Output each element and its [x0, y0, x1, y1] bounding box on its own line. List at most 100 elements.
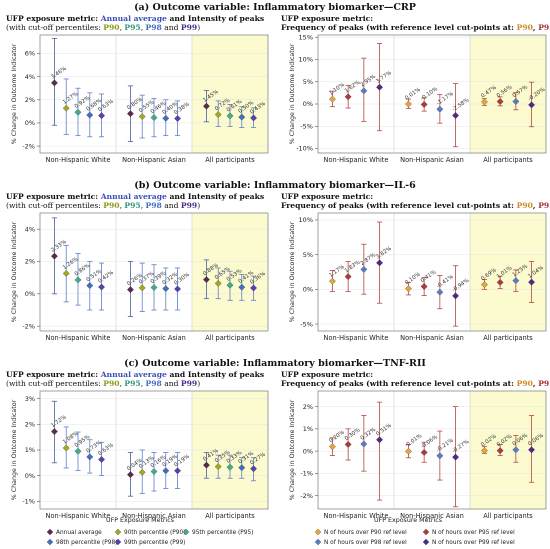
left-header-line2-part: and — [162, 201, 181, 210]
left-header-line1: UFP exposure metric: Annual average and … — [6, 192, 264, 201]
marker-99th-percentile-p99- — [98, 456, 105, 463]
marker-95th-percentile-p95- — [150, 114, 158, 122]
left-header-line1: UFP exposure metric: Annual average and … — [6, 370, 264, 379]
left-header-line2-part: , — [120, 379, 125, 388]
y-tick-label: 4% — [25, 73, 35, 81]
marker-annual-average — [127, 471, 134, 479]
marker-90th-percentile-p90- — [138, 113, 146, 120]
left-header-line2-part: P99 — [181, 23, 197, 32]
left-header-line1-part: Annual average — [100, 370, 167, 379]
section-title: (a) Outcome variable: Inflammatory bioma… — [134, 2, 416, 13]
legend-marker — [46, 528, 54, 536]
left-header-line2-part: P95 — [124, 23, 140, 32]
marker-95th-percentile-p95- — [150, 284, 158, 291]
marker-98th-percentile-p98- — [86, 111, 94, 119]
category-label: Non-Hispanic White — [46, 334, 111, 342]
plot-b-right: -5% 0% 5% 10%% Change in Outcome Indicator N… — [289, 212, 547, 342]
marker-n-of-hours-over-p95-ref-level — [420, 101, 428, 108]
shaded-region — [192, 35, 268, 153]
category-label: Non-Hispanic Asian — [122, 512, 186, 520]
marker-n-of-hours-over-p90-ref-level — [329, 277, 336, 285]
y-tick-label: 1% — [303, 425, 313, 433]
legend-marker — [114, 538, 122, 546]
marker-90th-percentile-p90- — [214, 111, 222, 119]
left-header-line2-part: , — [120, 201, 125, 210]
marker-n-of-hours-over-p90-ref-level — [329, 443, 336, 451]
marker-n-of-hours-over-p90-ref-level — [329, 95, 336, 103]
data-label: 3.82% — [375, 246, 392, 261]
marker-annual-average — [51, 428, 58, 435]
marker-95th-percentile-p95- — [74, 276, 82, 284]
left-header-line2-part: , — [141, 201, 146, 210]
marker-annual-average — [203, 102, 210, 110]
category-label: Non-Hispanic Asian — [122, 156, 186, 164]
data-label: -2.58% — [451, 97, 470, 113]
y-tick-label: 10% — [299, 56, 313, 64]
y-tick-label: 2% — [25, 96, 35, 104]
category-label: Non-Hispanic Asian — [400, 512, 464, 520]
marker-annual-average — [127, 286, 134, 294]
right-header-line1: UFP exposure metric: — [281, 14, 373, 23]
marker-98th-percentile-p98- — [238, 283, 246, 291]
legend-title: UFP Exposure Metrics — [374, 517, 442, 524]
left-header-line2-part: and — [162, 23, 181, 32]
left-header-line1: UFP exposure metric: Annual average and … — [6, 14, 264, 23]
data-label: 2.95% — [360, 74, 377, 89]
right-header-line2-part: , — [533, 379, 538, 388]
left-header-line2-part: P98 — [146, 23, 162, 32]
category-label: Non-Hispanic White — [324, 156, 389, 164]
marker-n-of-hours-over-p98-ref-level — [360, 266, 368, 273]
plot-frame — [39, 34, 269, 154]
right-header-line2: Frequency of peaks (with reference level… — [281, 23, 550, 32]
right-header-line2-part: Frequency of peaks (with reference level… — [281, 23, 517, 32]
marker-n-of-hours-over-p99-ref-level — [376, 436, 383, 444]
marker-annual-average — [51, 252, 58, 260]
legend-label: 99th percentile (P99) — [124, 540, 185, 546]
right-header-line2: Frequency of peaks (with reference level… — [281, 201, 550, 210]
y-tick-label: 2% — [25, 421, 35, 429]
category-label: Non-Hispanic Asian — [400, 334, 464, 342]
y-tick-label: 2% — [25, 258, 35, 266]
y-tick-label: 10% — [299, 216, 313, 224]
marker-n-of-hours-over-p99-ref-level — [528, 101, 535, 109]
left-header-line2-part: P90 — [103, 23, 119, 32]
y-tick-label: -5% — [300, 320, 313, 328]
plot-a-right: -10% -5% 0% 5% 10% 15%% Change in Outcome Ind… — [289, 33, 547, 164]
right-header-line1-part: UFP exposure metric: — [281, 14, 373, 23]
right-header-line2-part: P90 — [517, 23, 533, 32]
marker-98th-percentile-p98- — [238, 464, 246, 472]
left-header-line2-part: , — [141, 379, 146, 388]
marker-n-of-hours-over-p90-ref-level — [481, 98, 488, 106]
y-tick-label: 4% — [25, 225, 35, 233]
marker-95th-percentile-p95- — [226, 463, 234, 471]
data-label: 3.77% — [375, 70, 392, 85]
data-label: 1.26% — [62, 256, 79, 271]
y-axis-label: % Change in Outcome Indicator — [289, 221, 296, 322]
marker-90th-percentile-p90- — [62, 104, 70, 112]
section-title: (c) Outcome variable: Inflammatory bioma… — [124, 358, 426, 369]
y-tick-label: -2% — [300, 492, 313, 500]
plot-frame — [317, 390, 547, 510]
marker-n-of-hours-over-p99-ref-level — [452, 453, 459, 461]
y-tick-label: 0% — [25, 472, 35, 480]
category-label: Non-Hispanic Asian — [400, 156, 464, 164]
marker-99th-percentile-p99- — [174, 115, 181, 122]
legend-label: 98th percentile (P98) — [56, 540, 117, 546]
marker-n-of-hours-over-p98-ref-level — [436, 452, 444, 460]
marker-90th-percentile-p90- — [214, 279, 222, 287]
right-header-line1-part: UFP exposure metric: — [281, 370, 373, 379]
y-tick-label: 6% — [25, 50, 35, 58]
marker-n-of-hours-over-p98-ref-level — [512, 277, 520, 285]
marker-annual-average — [51, 79, 58, 87]
marker-n-of-hours-over-p95-ref-level — [496, 98, 504, 105]
y-tick-label: -1% — [300, 470, 313, 478]
right-header-line2-part: P90 — [517, 379, 533, 388]
plot-b-left: -2% 0% 2% 4% % Change in Outcome Indicator No… — [11, 212, 269, 342]
marker-98th-percentile-p98- — [86, 453, 94, 461]
left-header-line2-part: P90 — [103, 379, 119, 388]
left-header-line2-part: (with cut-off percentiles: — [6, 201, 103, 210]
marker-n-of-hours-over-p95-ref-level — [344, 441, 352, 448]
marker-99th-percentile-p99- — [174, 467, 181, 475]
shaded-region — [470, 213, 546, 331]
data-label: 0.30% — [344, 427, 361, 442]
